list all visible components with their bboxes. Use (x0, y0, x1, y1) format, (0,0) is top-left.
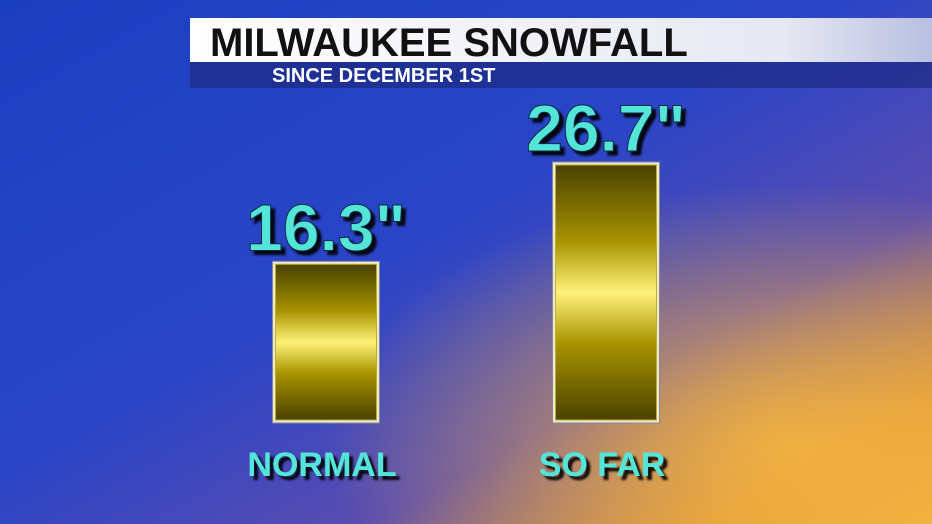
value-label: 16.3" (246, 190, 406, 264)
chart-title: MILWAUKEE SNOWFALL (210, 21, 688, 65)
bar (555, 164, 657, 421)
bar (275, 263, 377, 421)
plot-area: 16.3" NORMAL 26.7" SO FAR (246, 91, 687, 485)
title-banner (190, 18, 932, 62)
x-tick-label: SO FAR (539, 446, 666, 484)
value-label: 26.7" (526, 91, 686, 165)
x-tick-label: NORMAL (247, 446, 396, 484)
chart-subtitle: SINCE DECEMBER 1ST (272, 65, 495, 87)
subtitle-banner (190, 62, 932, 88)
